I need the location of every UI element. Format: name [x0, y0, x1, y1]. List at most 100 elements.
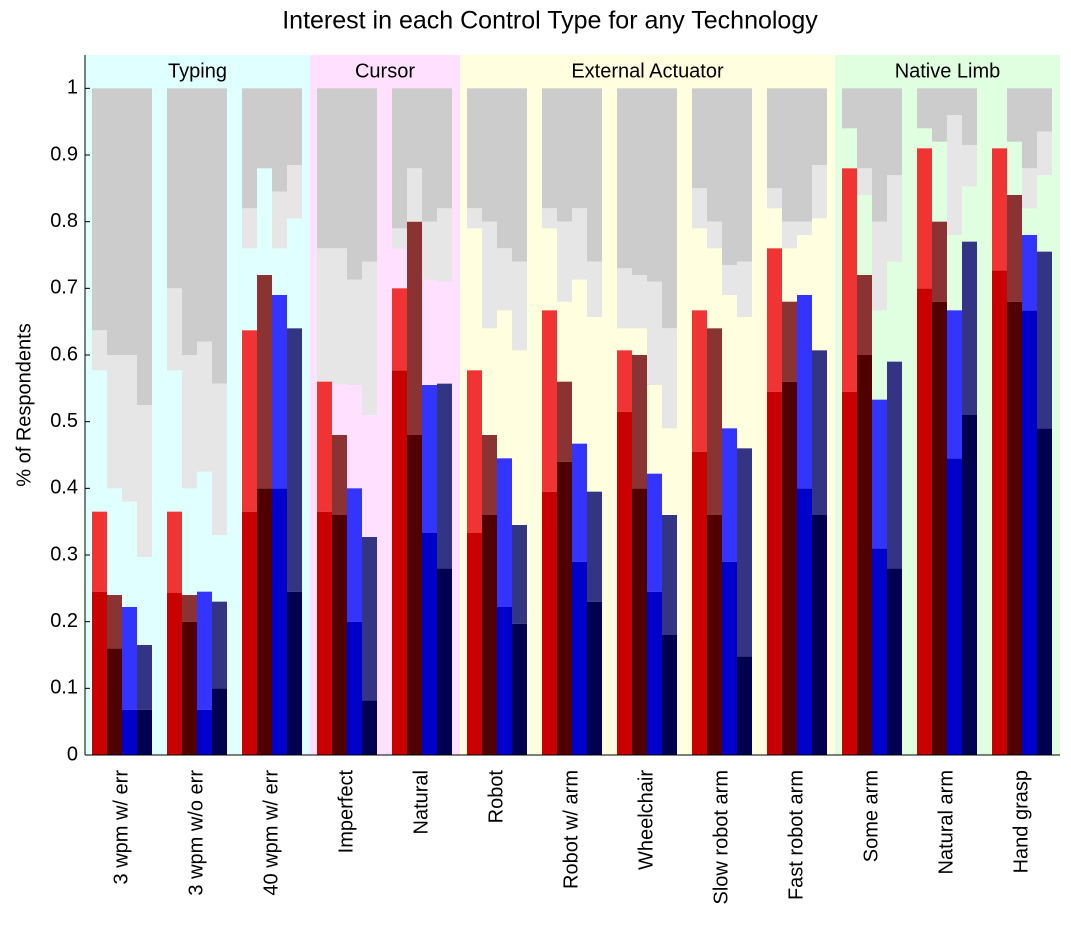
bar-segment — [617, 350, 632, 412]
bar-segment — [887, 361, 902, 569]
y-tick-label: 0.8 — [50, 210, 78, 232]
x-tick-label: 3 wpm w/ err — [110, 770, 132, 885]
bar-segment — [272, 88, 287, 192]
bar-segment — [212, 688, 227, 755]
bar-segment — [692, 88, 707, 189]
bar-segment — [197, 709, 212, 755]
bar-segment — [917, 288, 932, 755]
bar-segment — [707, 88, 722, 222]
bar-segment — [947, 115, 962, 235]
bar-segment — [92, 330, 107, 371]
bar-segment — [1022, 168, 1037, 209]
bar-segment — [497, 458, 512, 607]
bar-segment — [362, 700, 377, 755]
bar-segment — [482, 88, 497, 222]
bar-segment — [272, 488, 287, 755]
bar-segment — [947, 88, 962, 115]
bar-segment — [332, 435, 347, 515]
bar-segment — [992, 148, 1007, 271]
bar-segment — [332, 515, 347, 755]
bar-segment — [572, 443, 587, 562]
bar-segment — [212, 88, 227, 384]
bar-segment — [272, 191, 287, 249]
bar-segment — [437, 383, 452, 569]
x-tick-label: Some arm — [860, 770, 882, 862]
bar-segment — [1037, 88, 1052, 132]
bar-segment — [287, 591, 302, 755]
bar-segment — [332, 248, 347, 384]
bar-segment — [917, 148, 932, 289]
bar-segment — [317, 370, 332, 512]
bar-segment — [557, 221, 572, 302]
bar-segment — [872, 88, 887, 222]
bar-segment — [557, 88, 572, 222]
bar-segment — [737, 261, 752, 317]
bar-segment — [932, 221, 947, 302]
bar-segment — [332, 88, 347, 249]
bar-segment — [872, 399, 887, 549]
bar-segment — [482, 221, 497, 329]
bar-segment — [842, 168, 857, 392]
bar-segment — [92, 591, 107, 755]
bar-segment — [347, 488, 362, 622]
bar-segment — [92, 511, 107, 592]
bar-segment — [512, 261, 527, 351]
bar-segment — [1037, 131, 1052, 175]
bar-segment — [692, 310, 707, 452]
bar-segment — [707, 515, 722, 755]
bar-segment — [242, 88, 257, 209]
bar-segment — [317, 511, 332, 755]
bar-segment — [662, 328, 677, 429]
bar-segment — [1007, 301, 1022, 755]
bar-segment — [467, 88, 482, 209]
bar-segment — [917, 88, 932, 129]
bar-segment — [122, 607, 137, 710]
labels: Typing Cursor External Actuator Native Limb… — [50, 55, 1060, 905]
group-label: Native Limb — [895, 60, 1001, 82]
bar-segment — [167, 288, 182, 371]
bar-segment — [1037, 251, 1052, 429]
y-tick-label: 1 — [67, 77, 78, 99]
bar-segment — [437, 88, 452, 209]
bar-segment — [617, 88, 632, 269]
bar-segment — [182, 355, 197, 489]
bar-segment — [107, 88, 122, 355]
bar-segment — [407, 221, 422, 435]
bar-segment — [812, 165, 827, 219]
chart-title: Interest in each Control Type for any Te… — [282, 7, 818, 35]
bar-segment — [497, 248, 512, 311]
y-tick-label: 0.3 — [50, 543, 78, 565]
bar-segment — [947, 310, 962, 459]
bar-segment — [197, 341, 212, 472]
bar-segment — [467, 370, 482, 533]
bar-segment — [422, 221, 437, 280]
bar-segment — [647, 281, 662, 385]
bar-segment — [962, 88, 977, 145]
bar-segment — [347, 88, 362, 280]
bar-segment — [992, 270, 1007, 755]
bar-segment — [107, 595, 122, 649]
bar-segment — [407, 88, 422, 169]
bar-segment — [392, 370, 407, 755]
bar-segment — [482, 515, 497, 755]
x-tick-label: 40 wpm w/ err — [260, 770, 282, 896]
bar-segment — [797, 295, 812, 489]
bar-segment — [257, 488, 272, 755]
x-tick-label: Imperfect — [335, 770, 357, 854]
bar-segment — [347, 621, 362, 755]
bar-segment — [212, 383, 227, 535]
bar-segment — [962, 415, 977, 755]
bar-segment — [167, 511, 182, 593]
bar-segment — [587, 88, 602, 262]
bar-segment — [872, 548, 887, 755]
x-tick-label: Natural arm — [935, 770, 957, 874]
bar-segment — [557, 381, 572, 462]
bar-segment — [647, 88, 662, 282]
bar-segment — [137, 645, 152, 710]
bar-segment — [467, 533, 482, 755]
bar-segment — [482, 435, 497, 515]
bar-segment — [257, 88, 272, 169]
bar-segment — [617, 268, 632, 329]
bar-segment — [887, 175, 902, 262]
bar-segment — [662, 88, 677, 329]
